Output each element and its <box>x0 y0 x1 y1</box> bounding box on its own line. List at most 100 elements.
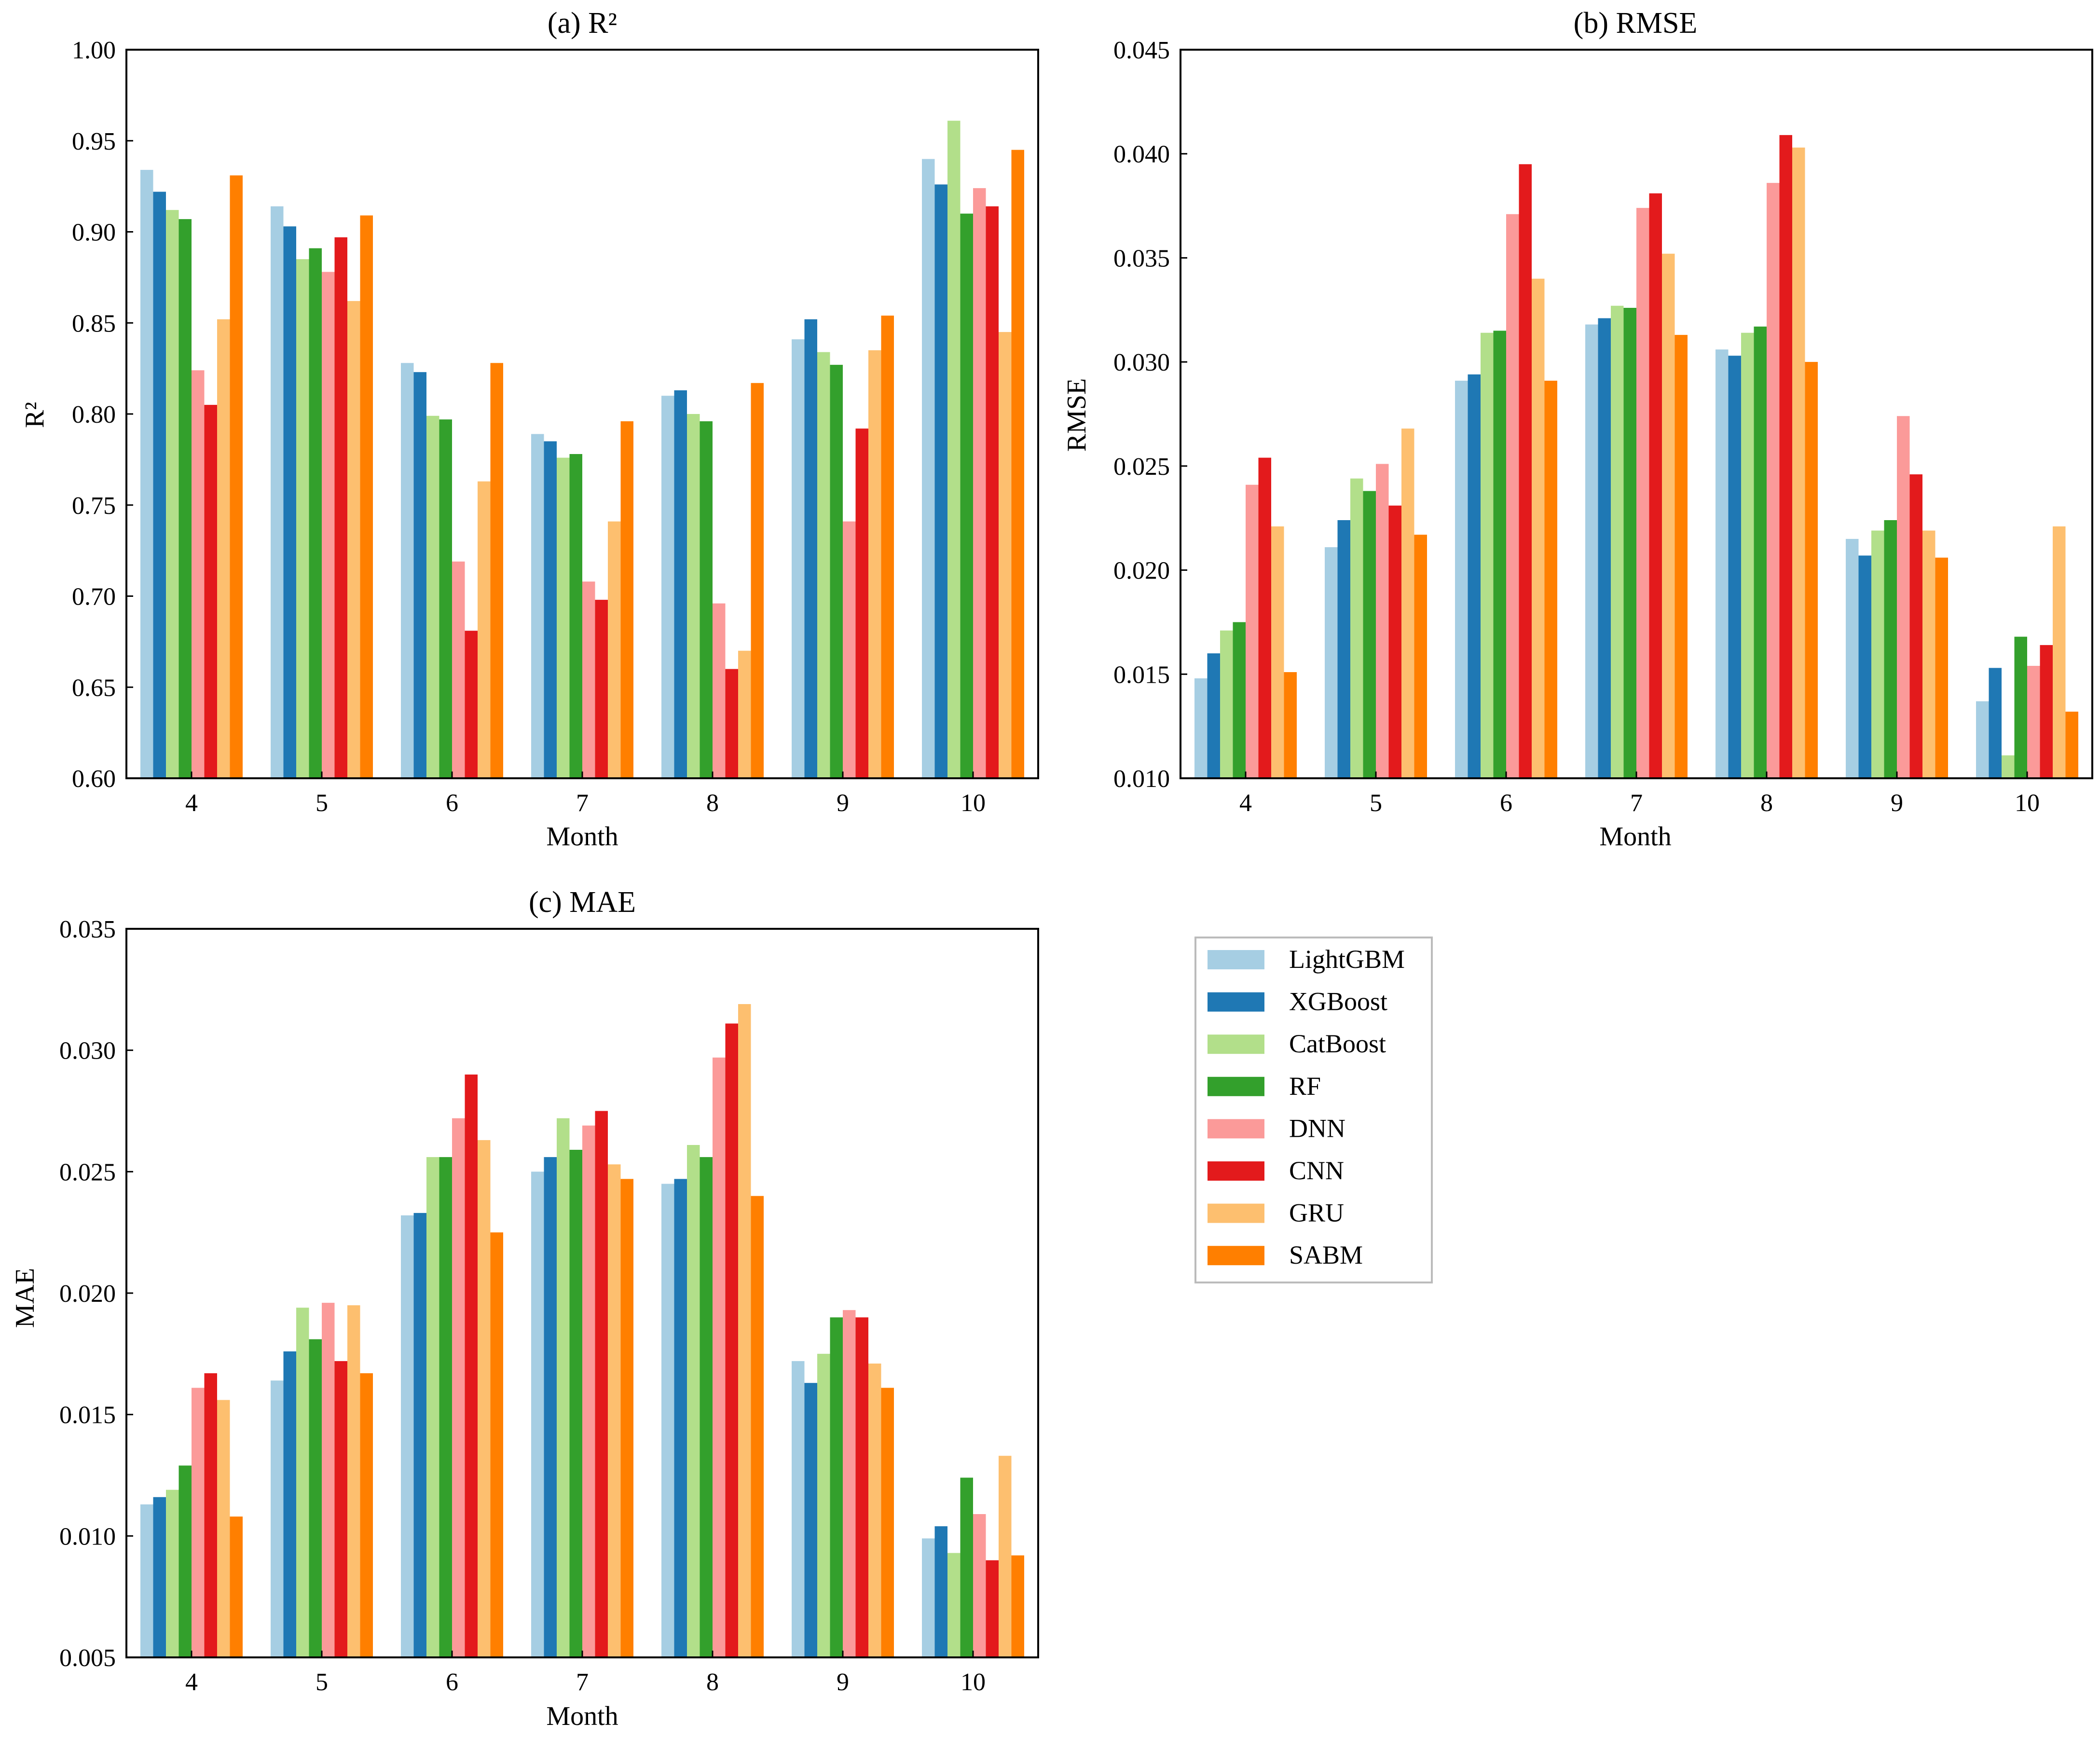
bar-gru-month-6 <box>1532 278 1545 778</box>
bar-rf-month-4 <box>1233 622 1246 778</box>
legend-swatch-sabm <box>1208 1246 1264 1266</box>
bar-cnn-month-9 <box>855 428 868 778</box>
bar-dnn-month-4 <box>1246 484 1259 778</box>
bar-group <box>1194 135 2078 779</box>
bar-lightgbm-month-10 <box>1976 701 1989 778</box>
bar-catboost-month-9 <box>817 1353 830 1657</box>
bar-sabm-month-10 <box>1011 150 1024 779</box>
bar-cnn-month-6 <box>465 631 478 778</box>
bar-gru-month-10 <box>2053 526 2066 778</box>
bar-cnn-month-10 <box>2040 645 2053 778</box>
x-tick-label: 4 <box>185 1668 198 1696</box>
x-tick-label: 7 <box>576 789 589 817</box>
bar-rf-month-9 <box>830 1317 843 1657</box>
bar-catboost-month-4 <box>166 1489 179 1657</box>
bar-xgboost-month-9 <box>804 319 817 778</box>
tick-group: 4 5 6 7 8 9 10 0.010 0.015 0.020 0.025 0.030 0.035 0.… <box>1113 37 2040 817</box>
x-tick-label: 8 <box>1760 789 1773 817</box>
bar-catboost-month-8 <box>687 1145 700 1657</box>
bar-xgboost-month-9 <box>1858 555 1871 778</box>
x-tick-label: 4 <box>1239 789 1252 817</box>
bar-dnn-month-8 <box>713 1057 726 1657</box>
bar-sabm-month-7 <box>620 1179 633 1657</box>
bar-dnn-month-9 <box>1897 416 1910 778</box>
bar-rf-month-10 <box>960 213 973 779</box>
bar-sabm-month-5 <box>1414 535 1427 778</box>
x-tick-label: 8 <box>706 789 719 817</box>
bar-group <box>140 1004 1024 1657</box>
bar-sabm-month-8 <box>1805 362 1818 778</box>
bar-group <box>140 121 1024 779</box>
bar-xgboost-month-7 <box>544 441 557 778</box>
bar-lightgbm-month-9 <box>792 1361 805 1657</box>
bar-gru-month-9 <box>868 350 881 778</box>
bar-sabm-month-8 <box>751 1196 764 1657</box>
bar-rf-month-6 <box>439 1157 452 1657</box>
x-tick-label: 6 <box>1500 789 1512 817</box>
bar-xgboost-month-9 <box>804 1383 817 1657</box>
bar-catboost-month-6 <box>426 1157 439 1657</box>
bar-dnn-month-9 <box>843 1310 856 1657</box>
tick-group: 4 5 6 7 8 9 10 0.60 0.65 0.70 0.75 0.80 0.85 0.90 0.95… <box>72 37 986 817</box>
bar-cnn-month-6 <box>1519 164 1532 778</box>
bar-dnn-month-7 <box>1636 207 1649 778</box>
x-tick-label: 9 <box>1891 789 1903 817</box>
y-tick-label: 0.005 <box>59 1644 116 1672</box>
bar-sabm-month-10 <box>2065 711 2078 778</box>
bar-rf-month-7 <box>569 1150 582 1657</box>
bar-lightgbm-month-5 <box>271 1380 284 1657</box>
bar-catboost-month-4 <box>166 210 179 779</box>
tick-group: 4 5 6 7 8 9 10 0.005 0.010 0.015 0.020 0.025 0.030 0.… <box>59 916 986 1696</box>
bar-rf-month-7 <box>1623 308 1636 778</box>
y-tick-label: 0.025 <box>59 1158 116 1186</box>
y-tick-label: 0.010 <box>59 1523 116 1550</box>
bar-dnn-month-9 <box>843 521 856 778</box>
bar-cnn-month-10 <box>986 206 999 779</box>
y-tick-label: 0.035 <box>59 916 116 943</box>
x-tick-label: 6 <box>446 789 458 817</box>
bar-xgboost-month-5 <box>283 1351 296 1657</box>
legend-swatch-catboost <box>1208 1034 1264 1054</box>
bar-sabm-month-7 <box>1675 335 1688 778</box>
plot-frame <box>1180 49 2093 779</box>
bar-sabm-month-9 <box>1935 557 1948 778</box>
y-tick-label: 0.015 <box>59 1402 116 1429</box>
chart-title: (c) MAE <box>529 886 636 919</box>
bar-cnn-month-8 <box>725 1023 738 1657</box>
bar-dnn-month-6 <box>1506 214 1519 778</box>
bar-catboost-month-10 <box>947 1553 961 1657</box>
chart-title: (b) RMSE <box>1574 7 1698 40</box>
x-axis-label: Month <box>1599 822 1671 852</box>
bar-rf-month-5 <box>309 248 322 778</box>
bar-xgboost-month-8 <box>1728 356 1741 778</box>
bar-rf-month-5 <box>309 1339 322 1657</box>
bar-lightgbm-month-9 <box>1846 538 1859 778</box>
bar-lightgbm-month-8 <box>1716 349 1729 778</box>
bar-rf-month-4 <box>178 219 192 779</box>
bar-cnn-month-9 <box>1909 474 1922 778</box>
bar-xgboost-month-8 <box>674 390 687 778</box>
bar-lightgbm-month-8 <box>661 396 674 778</box>
bar-dnn-month-7 <box>582 1125 595 1657</box>
y-axis-label: R² <box>20 402 50 428</box>
bar-catboost-month-10 <box>947 121 961 779</box>
bar-gru-month-4 <box>217 1400 230 1657</box>
bar-dnn-month-10 <box>2027 666 2040 778</box>
y-tick-label: 1.00 <box>72 37 116 64</box>
bar-sabm-month-6 <box>1544 381 1557 778</box>
bar-lightgbm-month-6 <box>1455 381 1468 778</box>
bar-rf-month-10 <box>2014 636 2027 778</box>
bar-lightgbm-month-4 <box>140 1504 153 1657</box>
bar-rf-month-7 <box>569 454 582 778</box>
bar-xgboost-month-5 <box>283 226 296 779</box>
bar-cnn-month-9 <box>855 1317 868 1657</box>
y-tick-label: 0.65 <box>72 674 116 702</box>
bar-gru-month-7 <box>608 1164 621 1657</box>
bar-xgboost-month-6 <box>1468 374 1481 778</box>
x-tick-label: 8 <box>706 1668 719 1696</box>
legend-label-lightgbm: LightGBM <box>1289 945 1405 974</box>
y-tick-label: 0.80 <box>72 401 116 428</box>
bar-rf-month-6 <box>1493 331 1506 778</box>
x-tick-label: 6 <box>446 1668 458 1696</box>
bar-dnn-month-7 <box>582 581 595 778</box>
